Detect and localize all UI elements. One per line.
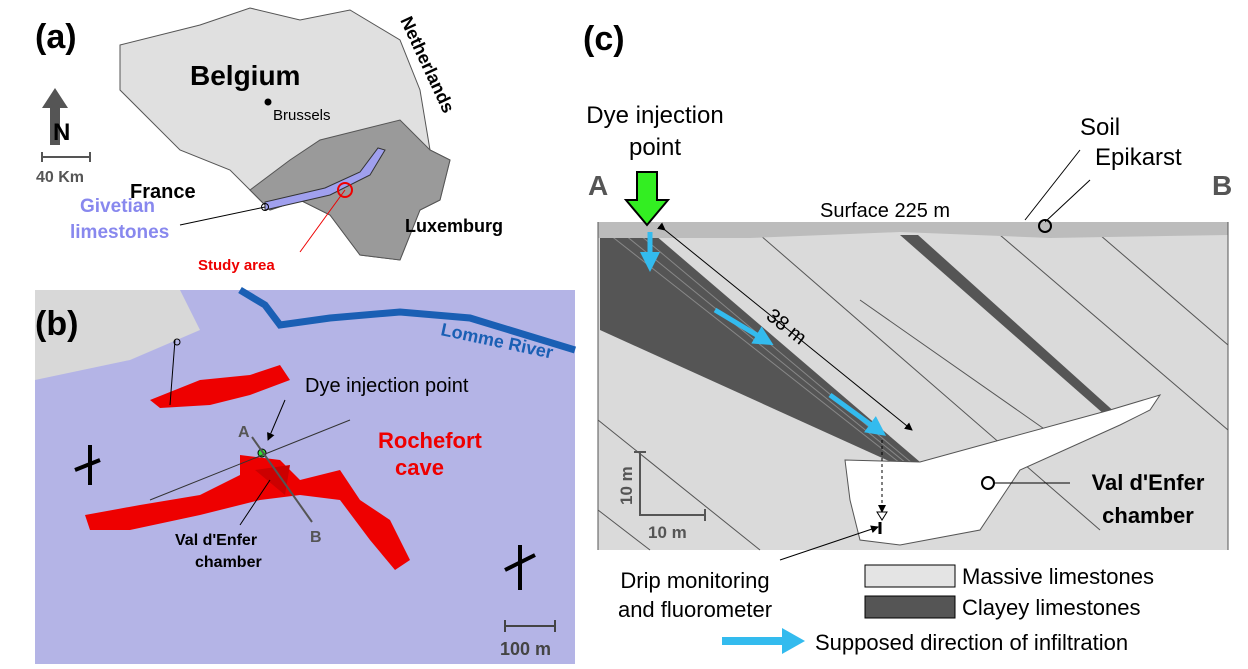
ardennes	[249, 119, 451, 261]
injection-label: point	[629, 134, 681, 161]
river	[238, 286, 577, 354]
section-label: B	[1212, 170, 1232, 201]
study-leader	[299, 189, 346, 253]
chamber-label: chamber	[1102, 503, 1194, 528]
section-label: A	[238, 424, 250, 441]
city-label: Brussels	[273, 107, 331, 124]
dip-symbol	[504, 545, 536, 590]
section-label: A	[588, 170, 608, 201]
scale-bars	[634, 451, 706, 521]
section-line	[149, 419, 351, 501]
outcrop	[35, 290, 200, 380]
chamber-label: chamber	[195, 554, 262, 571]
legend-label: Supposed direction of infiltration	[815, 630, 1128, 655]
legend-label: Massive limestones	[962, 564, 1154, 589]
brussels-dot	[264, 98, 272, 106]
north-label: N	[53, 119, 70, 146]
leader-dot	[173, 338, 181, 346]
scale-label: 10 m	[648, 523, 687, 542]
legend-swatch	[864, 595, 956, 619]
epikarst-leader	[1044, 179, 1091, 223]
cave-chamber	[844, 394, 1162, 546]
limestone-dot	[261, 203, 269, 211]
cave-label: cave	[395, 455, 444, 480]
injection-leader	[267, 399, 286, 441]
chamber-mark	[255, 465, 290, 495]
formation-label: Givetian	[80, 196, 155, 217]
injection-arrow	[623, 171, 671, 227]
chamber-label: Val d'Enfer	[175, 532, 257, 549]
panel-label: (b)	[35, 305, 78, 343]
clayey-band	[900, 235, 1118, 415]
length-arrow	[657, 222, 913, 431]
legend-label: Clayey limestones	[962, 595, 1141, 620]
country-label: Luxemburg	[405, 216, 503, 236]
panel-a: (a) Belgium Brussels Netherlands France …	[35, 7, 503, 274]
country-label: Belgium	[190, 60, 300, 91]
limestone-leader	[179, 206, 266, 226]
cave-gallery	[85, 455, 410, 570]
panel-label: (c)	[583, 20, 625, 58]
soil-leader	[1024, 149, 1081, 221]
formation-label: limestones	[70, 222, 169, 243]
injection-label: Dye injection point	[305, 375, 469, 397]
scale-bar	[41, 152, 91, 162]
study-label: Study area	[198, 257, 275, 274]
surface-label: Surface 225 m	[820, 200, 950, 222]
epikarst-label: Epikarst	[1095, 144, 1182, 171]
drip-symbol	[876, 511, 888, 521]
soil-label: Soil	[1080, 114, 1120, 141]
dip-symbol	[74, 445, 101, 485]
epikarst-dot	[1038, 219, 1052, 233]
country-label: France	[130, 181, 196, 203]
drip-leader	[779, 525, 879, 561]
chamber-label: Val d'Enfer	[1092, 470, 1205, 495]
legend-swatch	[864, 564, 956, 588]
drip-label: Drip monitoring	[620, 568, 769, 593]
section-ab	[251, 436, 313, 523]
scale-label: 10 m	[617, 466, 636, 505]
cave-gallery	[150, 365, 290, 408]
chamber-leader	[239, 479, 271, 526]
panel-label: (a)	[35, 18, 77, 56]
givetian-strip	[264, 147, 386, 211]
section-label: B	[310, 529, 322, 546]
cave-label: Rochefort	[378, 428, 483, 453]
legend-arrow	[722, 628, 805, 654]
scale-label: 100 m	[500, 639, 551, 659]
panel-c: (c) Dye injection point Soil Epikarst A …	[583, 20, 1232, 655]
study-circle	[337, 182, 353, 198]
drip-label: and fluorometer	[618, 597, 772, 622]
panel-b: (b) Lomme River Dye injection point A B …	[35, 286, 577, 664]
injection-label: Dye injection	[586, 102, 723, 129]
scale-bar	[504, 620, 556, 632]
north-arrow	[42, 88, 68, 145]
scale-label: 40 Km	[36, 169, 84, 186]
limestone-leader	[169, 339, 176, 406]
